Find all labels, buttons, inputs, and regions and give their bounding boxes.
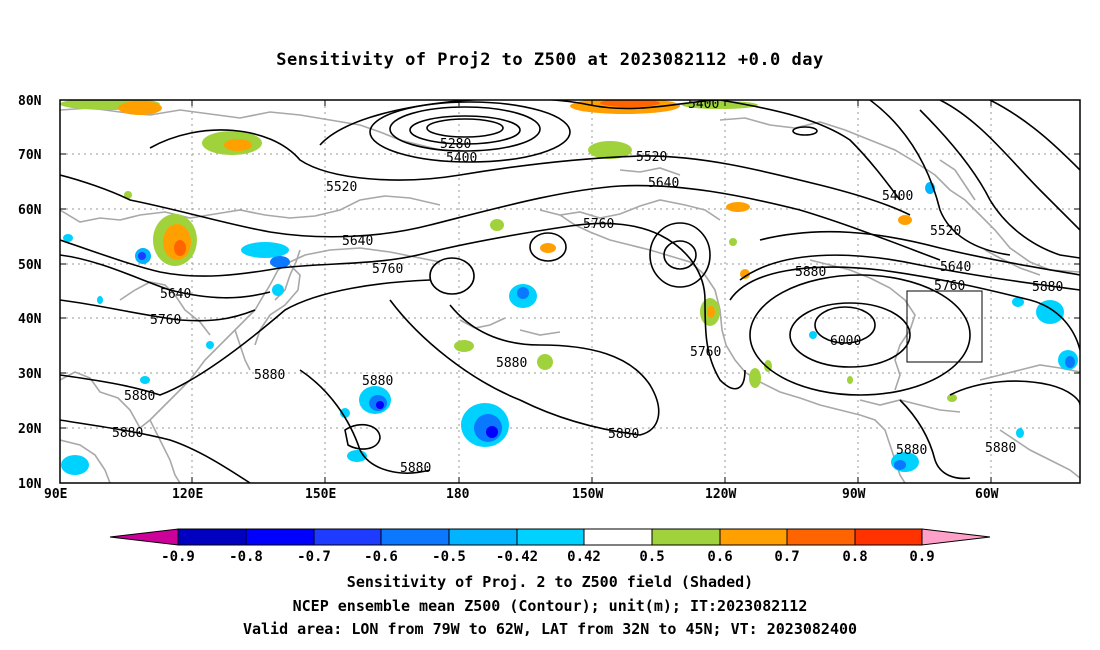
lon-label: 90E <box>44 487 67 502</box>
colorbar-label: 0.9 <box>909 549 934 565</box>
colorbar-label: -0.5 <box>432 549 466 565</box>
contour-label: 5880 <box>496 356 527 371</box>
colorbar-label: -0.7 <box>297 549 331 565</box>
lon-label: 120E <box>172 487 203 502</box>
lat-label: 50N <box>18 258 42 273</box>
coastlines <box>60 107 1080 483</box>
contour-label: 5760 <box>934 279 965 294</box>
gridlines <box>60 100 1080 483</box>
lat-label: 70N <box>18 148 42 163</box>
colorbar-swatch <box>245 528 315 546</box>
lon-label: 60W <box>975 487 999 502</box>
contour-label: 5880 <box>896 443 927 458</box>
colorbar-swatch <box>651 528 721 546</box>
colorbar-swatch <box>786 528 856 546</box>
valid-area-box <box>906 290 983 363</box>
contour-label: 5400 <box>446 151 477 166</box>
lon-label: 120W <box>705 487 736 502</box>
lat-label: 60N <box>18 203 42 218</box>
lon-label: 150E <box>305 487 336 502</box>
contour-label: 5640 <box>940 260 971 275</box>
contour-label: 5880 <box>608 427 639 442</box>
contour-label: 5880 <box>112 426 143 441</box>
colorbar-swatch <box>583 528 653 546</box>
colorbar-label: -0.9 <box>161 549 195 565</box>
colorbar-label: -0.8 <box>229 549 263 565</box>
lon-label: 90W <box>842 487 866 502</box>
caption-valid-area: Valid area: LON from 79W to 62W, LAT fro… <box>242 620 858 638</box>
colorbar-swatch <box>719 528 788 546</box>
colorbar-label: 0.6 <box>707 549 732 565</box>
lat-label: 10N <box>18 477 42 492</box>
contour-label: 5760 <box>583 217 614 232</box>
colorbar-label: 0.42 <box>567 549 601 565</box>
colorbar-swatch <box>854 528 923 546</box>
contour-label: 5880 <box>400 461 431 476</box>
colorbar-swatch <box>177 528 247 546</box>
contour-label: 5880 <box>795 265 826 280</box>
colorbar-label: 0.7 <box>774 549 799 565</box>
caption-shaded: Sensitivity of Proj. 2 to Z500 field (Sh… <box>346 573 754 591</box>
colorbar-label: 0.8 <box>842 549 867 565</box>
contour-label: 6000 <box>830 334 861 349</box>
map-frame <box>59 99 1081 484</box>
contour-label: 5520 <box>326 180 357 195</box>
contour-label: 5400 <box>688 97 719 112</box>
contour-label: 5880 <box>985 441 1016 456</box>
z500-contours <box>60 100 1080 483</box>
caption-contour: NCEP ensemble mean Z500 (Contour); unit(… <box>292 597 808 615</box>
contour-label: 5880 <box>362 374 393 389</box>
contour-label: 5400 <box>882 189 913 204</box>
colorbar: -0.9 -0.8 -0.7 -0.6 -0.5 -0.42 0.42 0.5 … <box>109 528 991 565</box>
lon-label: 180 <box>446 487 470 502</box>
contour-labels: 5280 5400 5400 5400 5520 5520 5520 5640 … <box>112 97 1063 476</box>
shaded-sensitivity <box>60 100 1078 475</box>
longitude-labels: 90E 120E 150E 180 150W 120W 90W 60W <box>44 487 999 502</box>
lat-label: 80N <box>18 94 42 109</box>
colorbar-label: -0.6 <box>364 549 398 565</box>
axis-ticks <box>60 100 1080 483</box>
colorbar-label: 0.5 <box>639 549 664 565</box>
contour-label: 5520 <box>636 150 667 165</box>
colorbar-swatch <box>380 528 450 546</box>
colorbar-swatch <box>516 528 585 546</box>
contour-label: 5640 <box>342 234 373 249</box>
lat-label: 40N <box>18 312 42 327</box>
contour-label: 5760 <box>690 345 721 360</box>
contour-label: 5520 <box>930 224 961 239</box>
colorbar-right-triangle <box>921 528 991 546</box>
contour-label: 5640 <box>160 287 191 302</box>
colorbar-swatch <box>313 528 382 546</box>
latitude-labels: 80N 70N 60N 50N 40N 30N 20N 10N <box>18 94 42 492</box>
contour-label: 5760 <box>372 262 403 277</box>
contour-label: 5880 <box>254 368 285 383</box>
colorbar-label: -0.42 <box>496 549 538 565</box>
lat-label: 20N <box>18 422 42 437</box>
lon-label: 150W <box>572 487 603 502</box>
lat-label: 30N <box>18 367 42 382</box>
contour-label: 5280 <box>440 137 471 152</box>
map-title: Sensitivity of Proj2 to Z500 at 20230821… <box>276 50 824 70</box>
contour-label: 5760 <box>150 313 181 328</box>
contour-label: 5640 <box>648 176 679 191</box>
colorbar-left-triangle <box>109 528 179 546</box>
contour-label: 5880 <box>124 389 155 404</box>
colorbar-swatch <box>448 528 518 546</box>
contour-label: 5880 <box>1032 280 1063 295</box>
